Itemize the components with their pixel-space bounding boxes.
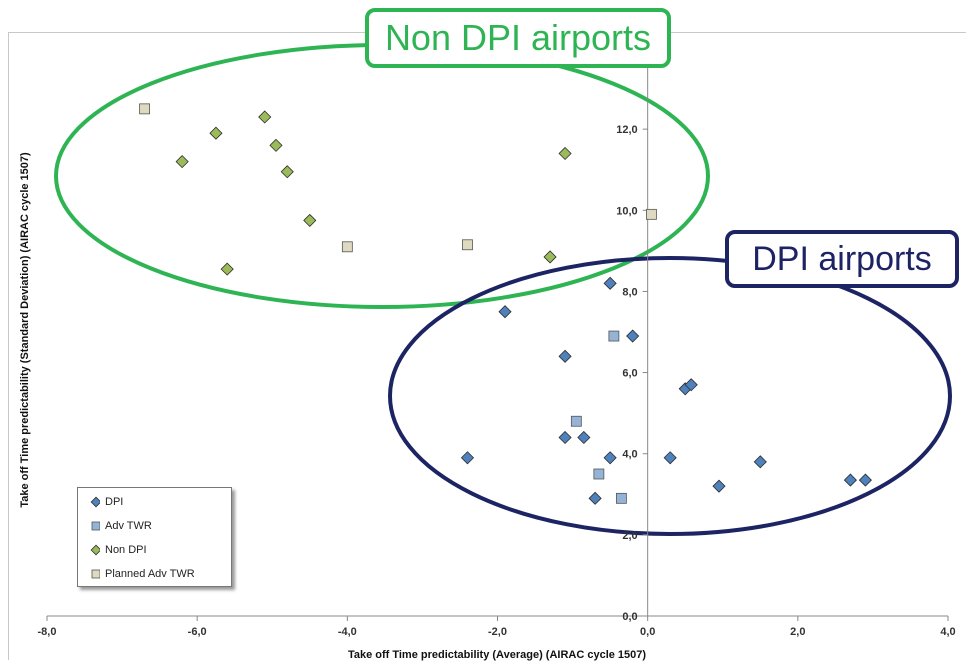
dpi-point (577, 430, 591, 445)
dpi-point (626, 329, 640, 343)
adv-twr-point (593, 468, 605, 480)
dpi-point (498, 305, 512, 319)
ellipse-layer (54, 43, 952, 536)
non-dpi-point (543, 250, 557, 264)
non-dpi-point (280, 165, 294, 179)
dpi-point (603, 451, 617, 465)
axes-layer: -8,0 -6,0 -4,0 -2,0 0,0 2,0 4,0 0,0 2,0 4,0 6,0 8,0… (38, 42, 956, 638)
legend-label: Non DPI (105, 544, 147, 556)
y-tick-label: 2,0 (622, 530, 637, 542)
non-dpi-point (175, 155, 189, 169)
dpi-point (753, 455, 767, 469)
y-axis-title: Take off Time predictability (Standard D… (19, 152, 31, 508)
planned-adv-twr-point (139, 103, 151, 115)
non-dpi-point (558, 146, 572, 161)
y-tick-label: 0,0 (622, 611, 637, 623)
legend-marker-adv-twr (91, 521, 100, 531)
legend-symbol (90, 496, 100, 508)
legend-marker-planned-adv-twr (91, 569, 100, 579)
legend-marker-dpi (90, 496, 100, 508)
dpi-point (558, 430, 572, 445)
non-dpi-point (269, 138, 283, 152)
points-layer (139, 103, 872, 505)
y-tick-label: 12,0 (616, 124, 637, 136)
x-tick-label: -2,0 (488, 626, 507, 638)
dpi-point (460, 451, 475, 465)
legend-label: Planned Adv TWR (105, 568, 195, 580)
dpi-point (663, 451, 677, 465)
legend-item-planned-adv-twr: Planned Adv TWR (90, 562, 231, 586)
y-tick-label: 4,0 (622, 449, 637, 461)
x-tick-label: -4,0 (338, 626, 357, 638)
legend-item-adv-twr: Adv TWR (90, 514, 231, 538)
dpi-point (712, 479, 726, 493)
x-axis-title: Take off Time predictability (Average) (… (348, 649, 646, 661)
y-tick-label: 10,0 (616, 205, 637, 217)
x-tick-label: 0,0 (640, 626, 655, 638)
y-tick-label: 6,0 (622, 368, 637, 380)
legend-item-non-dpi: Non DPI (90, 538, 231, 562)
y-tick-label: 8,0 (622, 286, 637, 298)
dpi-point (858, 473, 872, 487)
x-tick-label: -6,0 (188, 626, 207, 638)
legend-label: Adv TWR (105, 520, 152, 532)
dpi-ellipse (388, 256, 952, 536)
legend-symbol (91, 569, 100, 579)
non-dpi-point (258, 110, 272, 124)
legend-symbol (91, 521, 100, 531)
planned-adv-twr-point (646, 208, 657, 220)
planned-adv-twr-point (462, 239, 473, 251)
x-tick-label: -8,0 (38, 626, 57, 638)
adv-twr-point (615, 492, 627, 504)
non-dpi-point (209, 126, 223, 140)
adv-twr-point (608, 330, 620, 342)
non-dpi-point (303, 213, 317, 227)
dpi-point (843, 473, 857, 487)
legend-marker-non-dpi (90, 544, 100, 556)
legend: DPI Adv TWR Non DPI Planned Adv TWR (77, 487, 232, 587)
dpi-point (588, 491, 602, 505)
dpi-point (603, 276, 617, 290)
legend-item-dpi: DPI (90, 490, 231, 514)
dpi-point (558, 349, 572, 363)
non-dpi-point (220, 262, 234, 276)
non-dpi-ellipse (54, 43, 710, 309)
x-tick-label: 4,0 (940, 626, 955, 638)
x-tick-label: 2,0 (790, 626, 805, 638)
planned-adv-twr-point (341, 241, 353, 253)
legend-symbol (90, 544, 100, 556)
adv-twr-point (570, 415, 582, 427)
dpi-airports-callout: DPI airports (725, 230, 959, 288)
legend-label: DPI (105, 496, 124, 508)
dpi-point (684, 378, 698, 392)
non-dpi-airports-callout: Non DPI airports (365, 8, 671, 68)
